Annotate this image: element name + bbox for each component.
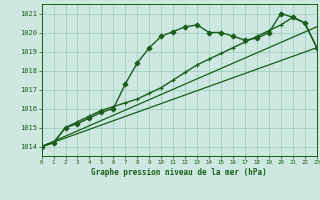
X-axis label: Graphe pression niveau de la mer (hPa): Graphe pression niveau de la mer (hPa) (91, 168, 267, 177)
